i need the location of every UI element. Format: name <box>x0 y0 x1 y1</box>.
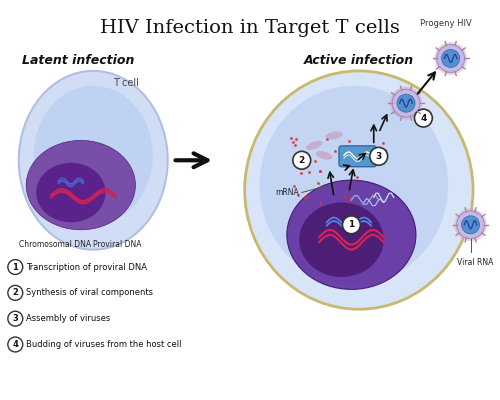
FancyBboxPatch shape <box>339 146 376 167</box>
Circle shape <box>456 211 484 239</box>
Text: 3: 3 <box>12 314 18 323</box>
Circle shape <box>434 42 467 75</box>
Text: Transcription of proviral DNA: Transcription of proviral DNA <box>26 262 147 272</box>
Circle shape <box>442 50 460 68</box>
Text: Proviral DNA: Proviral DNA <box>93 240 142 249</box>
Text: Synthesis of viral components: Synthesis of viral components <box>26 288 153 297</box>
Text: HIV Infection in Target T cells: HIV Infection in Target T cells <box>100 19 400 37</box>
Text: 2: 2 <box>298 156 305 165</box>
Text: mRNA: mRNA <box>276 188 299 197</box>
Circle shape <box>462 216 479 234</box>
Ellipse shape <box>19 71 168 250</box>
Text: Progeny HIV: Progeny HIV <box>420 19 472 28</box>
Ellipse shape <box>34 86 153 225</box>
Ellipse shape <box>260 86 448 284</box>
Circle shape <box>390 87 422 120</box>
Text: Latent infection: Latent infection <box>22 54 134 66</box>
Circle shape <box>342 216 360 234</box>
Text: Budding of viruses from the host cell: Budding of viruses from the host cell <box>26 340 182 349</box>
Text: Assembly of viruses: Assembly of viruses <box>26 314 110 323</box>
Text: 3: 3 <box>376 152 382 161</box>
Ellipse shape <box>287 180 416 289</box>
Circle shape <box>370 147 388 165</box>
Circle shape <box>397 94 415 112</box>
Circle shape <box>8 311 22 326</box>
Text: Viral RNA: Viral RNA <box>458 258 494 266</box>
Text: 4: 4 <box>420 114 426 122</box>
Circle shape <box>8 260 22 274</box>
Text: T cell: T cell <box>112 78 138 88</box>
Text: 1: 1 <box>12 262 18 272</box>
Text: 1: 1 <box>348 220 354 229</box>
Circle shape <box>8 337 22 352</box>
Ellipse shape <box>300 202 384 277</box>
Ellipse shape <box>244 71 473 309</box>
Circle shape <box>437 44 464 72</box>
Text: Chromosomal DNA: Chromosomal DNA <box>19 240 91 249</box>
Ellipse shape <box>36 163 106 222</box>
Circle shape <box>8 286 22 300</box>
Text: 4: 4 <box>12 340 18 349</box>
Circle shape <box>454 208 487 241</box>
Circle shape <box>293 151 310 169</box>
Ellipse shape <box>326 132 342 140</box>
Circle shape <box>414 109 432 127</box>
Text: 2: 2 <box>12 288 18 297</box>
Ellipse shape <box>316 151 332 160</box>
Ellipse shape <box>26 140 136 230</box>
Circle shape <box>392 89 420 117</box>
Ellipse shape <box>306 141 322 150</box>
Text: Active infection: Active infection <box>304 54 414 66</box>
